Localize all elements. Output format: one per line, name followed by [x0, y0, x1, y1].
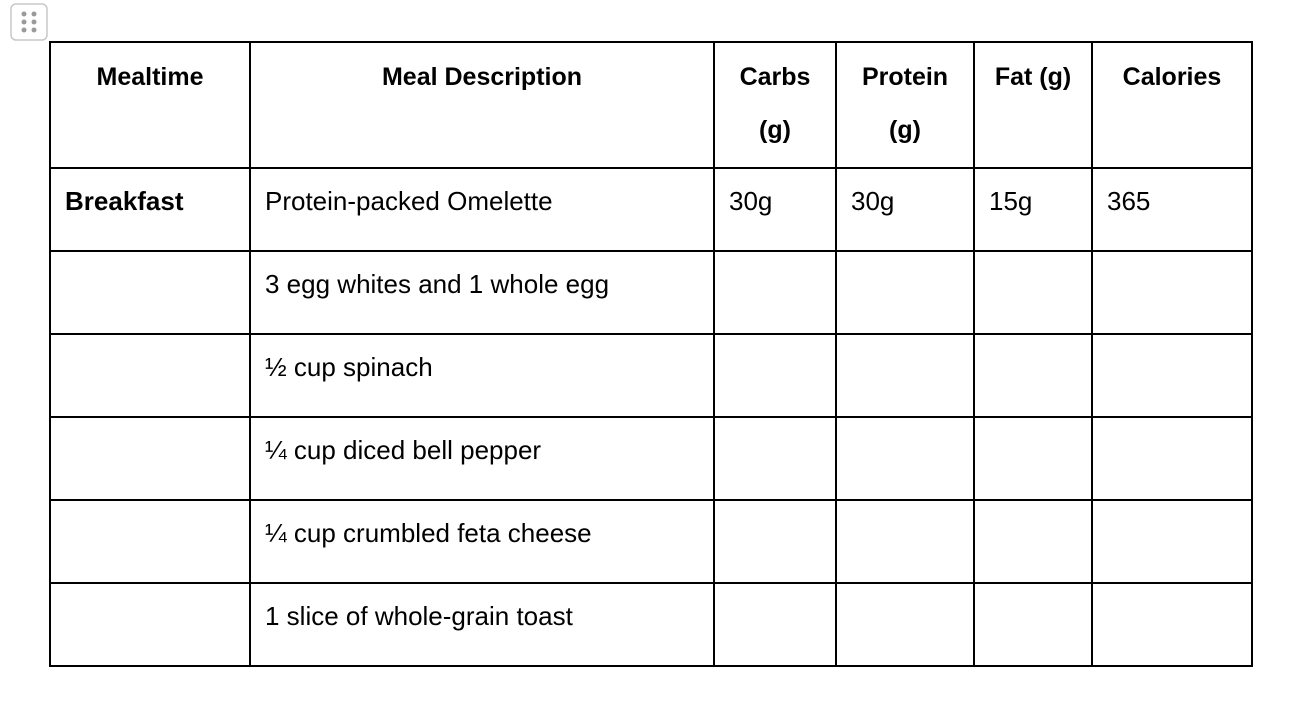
table-cell	[973, 333, 1093, 418]
table-cell: ¼ cup crumbled feta cheese	[249, 499, 715, 584]
table-cell	[973, 499, 1093, 584]
table-cell: ¼ cup diced bell pepper	[249, 416, 715, 501]
table-cell: Breakfast	[49, 167, 251, 252]
table-cell	[1091, 582, 1253, 667]
header-cell: Carbs (g)	[713, 41, 837, 169]
table-row: Breakfast Protein-packed Omelette 30g 30g 15…	[49, 167, 1253, 252]
table-cell	[835, 499, 975, 584]
table-cell: 365	[1091, 167, 1253, 252]
table-cell	[49, 250, 251, 335]
table-cell	[1091, 416, 1253, 501]
meal-table: Mealtime Meal Description Carbs (g) Protein…	[49, 41, 1253, 667]
header-cell: Protein (g)	[835, 41, 975, 169]
table-cell: 30g	[713, 167, 837, 252]
table-cell	[1091, 333, 1253, 418]
table-cell	[1091, 499, 1253, 584]
table-row: 1 slice of whole-grain toast	[49, 582, 1253, 667]
table-row: ½ cup spinach	[49, 333, 1253, 418]
table-cell: 15g	[973, 167, 1093, 252]
header-row: Mealtime Meal Description Carbs (g) Protein…	[49, 41, 1253, 169]
table-cell	[973, 250, 1093, 335]
table-cell	[835, 250, 975, 335]
table-cell: 3 egg whites and 1 whole egg	[249, 250, 715, 335]
table-cell: Protein-packed Omelette	[249, 167, 715, 252]
table-body: Breakfast Protein-packed Omelette 30g 30g 15…	[49, 167, 1253, 667]
table-row: ¼ cup crumbled feta cheese	[49, 499, 1253, 584]
header-cell: Calories	[1091, 41, 1253, 169]
table-cell	[49, 416, 251, 501]
table-cell	[49, 582, 251, 667]
header-cell: Meal Description	[249, 41, 715, 169]
table-cell: 30g	[835, 167, 975, 252]
table-cell	[713, 250, 837, 335]
table-cell	[713, 499, 837, 584]
table-cell	[49, 333, 251, 418]
table-cell	[973, 582, 1093, 667]
table-cell	[973, 416, 1093, 501]
table-cell	[713, 416, 837, 501]
table-cell	[835, 582, 975, 667]
table-cell	[713, 582, 837, 667]
table-cell: 1 slice of whole-grain toast	[249, 582, 715, 667]
table-cell	[713, 333, 837, 418]
table-row: 3 egg whites and 1 whole egg	[49, 250, 1253, 335]
header-cell: Fat (g)	[973, 41, 1093, 169]
table-cell	[835, 333, 975, 418]
table-cell	[49, 499, 251, 584]
drag-handle[interactable]	[10, 3, 48, 41]
table-row: ¼ cup diced bell pepper	[49, 416, 1253, 501]
table-cell: ½ cup spinach	[249, 333, 715, 418]
table-cell	[835, 416, 975, 501]
header-cell: Mealtime	[49, 41, 251, 169]
table-cell	[1091, 250, 1253, 335]
